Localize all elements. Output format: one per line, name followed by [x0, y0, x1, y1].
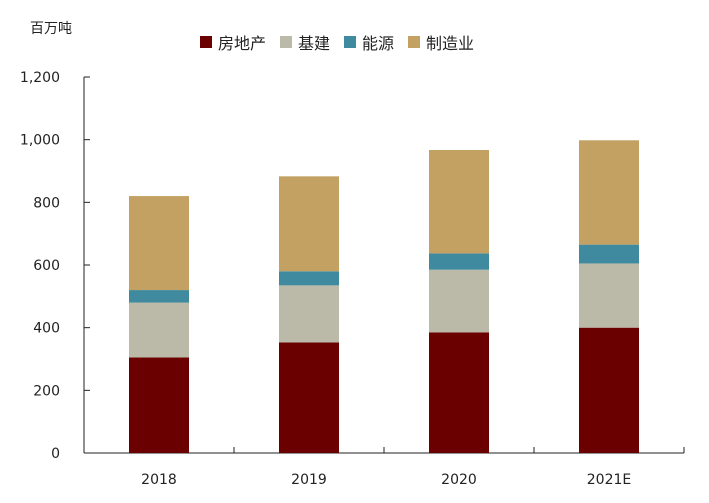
y-axis-unit-label: 百万吨 — [30, 21, 72, 37]
legend-swatch-manufacturing — [408, 36, 421, 48]
legend-label-energy: 能源 — [362, 34, 395, 53]
legend-label-real-estate: 房地产 — [218, 34, 267, 53]
x-tick-label: 2020 — [441, 472, 477, 488]
bar-segment-2019-0 — [279, 342, 339, 453]
y-tick-label: 600 — [33, 258, 60, 274]
bar-segment-2018-0 — [129, 357, 189, 453]
chart-legend: 房地产 基建 能源 制造业 — [200, 30, 474, 54]
bar-segment-2020-0 — [429, 332, 489, 453]
bar-segment-2021E-2 — [579, 244, 639, 264]
x-tick-label: 2018 — [141, 472, 177, 488]
bar-segment-2021E-3 — [579, 140, 639, 245]
legend-label-infrastructure: 基建 — [298, 34, 331, 53]
y-tick-label: 1,000 — [20, 133, 60, 149]
y-tick-label: 200 — [33, 383, 60, 399]
x-tick-label: 2019 — [291, 472, 327, 488]
y-tick-label: 800 — [33, 195, 60, 211]
y-tick-label: 1,200 — [20, 70, 60, 86]
legend-item-infrastructure: 基建 — [280, 30, 330, 54]
bar-segment-2019-2 — [279, 271, 339, 286]
bar-segment-2019-3 — [279, 176, 339, 272]
legend-swatch-infrastructure — [280, 36, 293, 48]
bar-segment-2018-2 — [129, 290, 189, 303]
y-tick-label: 400 — [33, 321, 60, 337]
bar-segment-2021E-1 — [579, 263, 639, 328]
bar-segment-2018-1 — [129, 302, 189, 358]
bar-segment-2020-3 — [429, 150, 489, 254]
bar-segment-2021E-0 — [579, 327, 639, 453]
bar-segment-2018-3 — [129, 196, 189, 291]
legend-label-manufacturing: 制造业 — [426, 34, 475, 53]
x-tick-label: 2021E — [587, 472, 631, 488]
bar-segment-2019-1 — [279, 285, 339, 343]
y-tick-label: 0 — [51, 446, 60, 462]
legend-item-manufacturing: 制造业 — [408, 30, 474, 54]
legend-swatch-real-estate — [200, 36, 212, 48]
legend-swatch-energy — [344, 36, 357, 48]
legend-item-real-estate: 房地产 — [200, 30, 266, 54]
bar-segment-2020-1 — [429, 269, 489, 333]
legend-item-energy: 能源 — [344, 30, 394, 54]
bar-segment-2020-2 — [429, 253, 489, 270]
